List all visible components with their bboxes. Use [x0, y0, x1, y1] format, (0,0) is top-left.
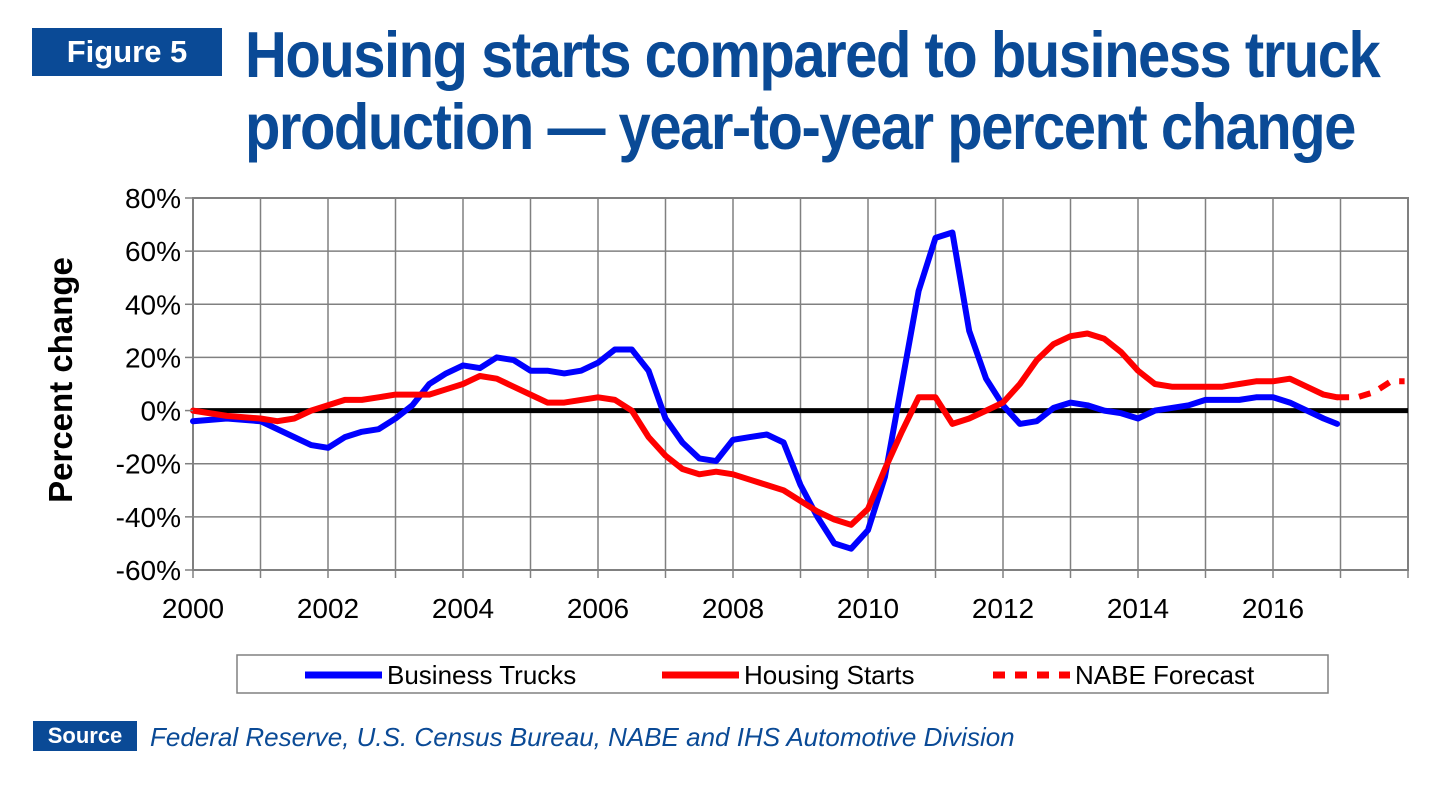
series-line-housing-starts	[190, 330, 1341, 528]
y-tick-label: -40%	[116, 502, 181, 533]
x-tick-label: 2002	[297, 593, 359, 624]
x-tick-label: 2012	[972, 593, 1034, 624]
y-tick-label: 40%	[125, 289, 181, 320]
y-axis-label: Percent change	[42, 257, 79, 503]
x-tick-label: 2014	[1107, 593, 1169, 624]
legend-label: NABE Forecast	[1075, 660, 1255, 690]
series-line-nabe-forecast	[1337, 378, 1405, 401]
y-tick-label: 0%	[141, 396, 181, 427]
series-line-business-trucks	[190, 229, 1341, 552]
y-tick-label: -20%	[116, 449, 181, 480]
x-tick-label: 2006	[567, 593, 629, 624]
x-tick-label: 2004	[432, 593, 494, 624]
y-tick-label: -60%	[116, 555, 181, 586]
x-tick-label: 2000	[162, 593, 224, 624]
x-tick-label: 2016	[1242, 593, 1304, 624]
y-axis-ticks: -60% -40% -20% 0% 20% 40% 60% 80%	[116, 183, 193, 586]
source-text: Federal Reserve, U.S. Census Bureau, NAB…	[150, 722, 1015, 752]
legend-label: Housing Starts	[744, 660, 915, 690]
y-tick-label: 80%	[125, 183, 181, 214]
legend-box	[236, 654, 1329, 694]
legend: Business Trucks Housing Starts NABE Foreca…	[236, 654, 1329, 694]
legend-label: Business Trucks	[387, 660, 576, 690]
x-tick-label: 2008	[702, 593, 764, 624]
y-tick-label: 60%	[125, 236, 181, 267]
x-axis-ticks: 2000 2002 2004 2006 2008 2010 2012 2014 2016	[162, 570, 1409, 624]
y-tick-label: 20%	[125, 342, 181, 373]
chart-title: Housing starts compared to business truc…	[245, 18, 1381, 164]
source-label: Source	[33, 721, 137, 751]
x-tick-label: 2010	[837, 593, 899, 624]
series-layer	[190, 229, 1405, 552]
figure-label: Figure 5	[32, 28, 222, 76]
